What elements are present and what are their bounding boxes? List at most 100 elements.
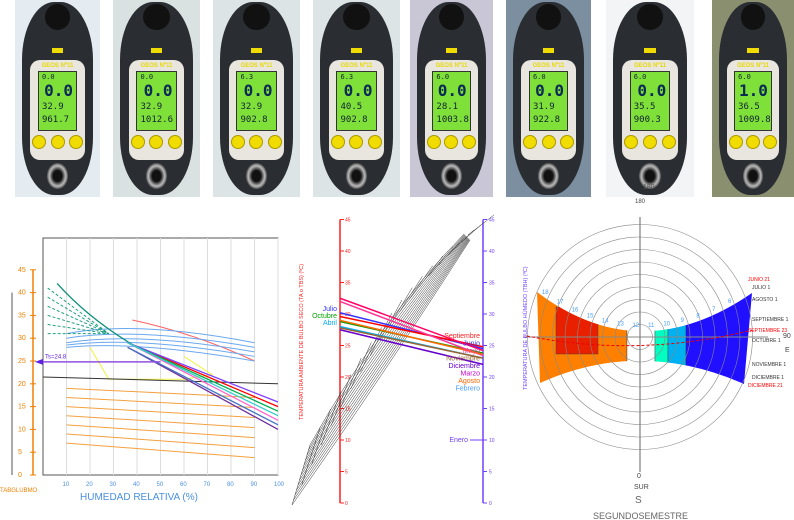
left-tick-label: 45 [345,218,351,224]
indicator [150,48,163,53]
lcd-top: 0.0 [140,73,154,81]
indicator [542,48,555,53]
device-face: GEOS Nº11 6.0 0.0 35.5 900.3 [621,60,679,160]
lcd-temp: 40.5 [340,102,363,112]
y-axis-label: TABGLUBMO [0,488,38,494]
light-button[interactable] [642,135,657,149]
impeller-icon [243,4,270,30]
lcd-temp: 32.9 [240,102,263,112]
device-face: GEOS Nº11 6.0 1.0 36.5 1009.8 [726,60,780,160]
date-label: AGOSTO 1 [752,297,778,303]
select-button[interactable] [368,135,382,149]
hour-label: 13 [617,322,624,328]
light-button[interactable] [349,135,364,149]
anemometer-device: GEOS Nº11 6.0 1.0 36.5 1009.8 [718,2,788,195]
indicator [747,48,759,53]
select-button[interactable] [559,135,574,149]
select-button[interactable] [661,135,676,149]
sur-label: SUR [634,484,649,491]
y-tick-label: 40 [18,290,26,297]
mesh-curve [309,233,465,446]
light-button[interactable] [444,135,459,149]
hour-label: 10 [663,321,670,327]
lcd-temp: 32.9 [140,102,163,112]
left-tick-label: 40 [345,249,351,255]
azimuth-label: 180 [635,199,646,205]
lcd-main: 0.0 [343,81,373,100]
y-tick-label: 30 [18,335,26,342]
date-label: SEPTIEMBRE 1 [752,317,789,323]
green-curve [56,283,138,348]
right-month-label: Junio [463,341,480,348]
mode-button[interactable] [330,135,345,149]
left-month-label: Julio [323,306,338,313]
mode-button[interactable] [230,135,245,149]
month-line-m1 [127,342,279,408]
x-tick-label: 60 [180,482,187,488]
indicator [445,48,458,53]
light-button[interactable] [745,135,760,149]
x-tick-label: 10 [63,482,70,488]
y-tick-label: 0 [18,472,22,479]
s-label: S [635,495,642,506]
brand-label: GEOS Nº11 [41,63,74,69]
hour-label: 16 [572,307,579,313]
light-button[interactable] [50,135,65,149]
mode-button[interactable] [728,135,743,149]
light-button[interactable] [249,135,264,149]
brand-label: GEOS Nº11 [140,63,173,69]
hour-label: 7 [712,307,716,313]
brand-label: GEOS Nº11 [240,63,273,69]
device-photo: GEOS Nº11 0.0 0.0 32.9 1012.6 [113,0,200,197]
lcd-display: 6.0 0.0 35.5 900.3 [629,71,671,131]
mode-button[interactable] [130,135,145,149]
lcd-main: 0.0 [44,81,74,100]
right-tick-label: 45 [489,218,495,224]
left-month-label: Abril [323,320,337,327]
lcd-main: 0.0 [535,81,565,100]
orange-isoline [66,406,255,419]
right-month-label: Enero [449,437,468,444]
mode-button[interactable] [523,135,538,149]
select-button[interactable] [168,135,182,149]
date-label: SEPTIEMBRE 23 [748,328,787,334]
zone-cold [667,292,687,384]
lcd-pressure: 922.8 [532,115,561,125]
light-button[interactable] [541,135,556,149]
x-tick-label: 30 [110,482,117,488]
lcd-pressure: 902.8 [240,115,268,125]
x-tick-label: 40 [133,482,140,488]
arrow-icon [35,358,43,365]
light-button[interactable] [149,135,164,149]
mesh-line [467,214,495,236]
select-button[interactable] [268,135,282,149]
mesh-line [340,358,362,408]
mesh-curve [293,239,470,501]
right-month-label: Mayo [463,348,480,355]
lcd-top: 6.3 [340,73,354,81]
comfort-curve [66,341,255,357]
select-button[interactable] [763,135,778,149]
indicator [644,48,656,53]
right-axis-label: TEMPERATURA DE BULBO HÚMEDO (TBH) (ºC) [522,266,529,390]
anemometer-device: GEOS Nº11 6.3 0.0 32.9 902.8 [219,2,294,195]
month-line-mayo [339,300,484,357]
lcd-top: 0.0 [41,73,55,81]
left-tick-label: 15 [345,407,351,413]
sensor-knob [537,163,560,189]
lcd-top: 6.0 [436,73,450,81]
hour-label: 15 [587,314,594,320]
select-button[interactable] [462,135,477,149]
month-line-m7 [127,346,279,426]
orange-isoline [66,442,255,459]
anemometer-device: GEOS Nº11 0.0 0.0 32.9 1012.6 [119,2,194,195]
mode-button[interactable] [426,135,441,149]
mode-button[interactable] [624,135,639,149]
select-button[interactable] [68,135,83,149]
date-label: NOVIEMBRE 1 [752,362,786,368]
lcd-display: 6.3 0.0 32.9 902.8 [236,71,277,131]
impeller-icon [740,4,766,30]
right-tick-label: 20 [489,375,495,381]
lcd-main: 0.0 [243,81,273,100]
mode-button[interactable] [32,135,47,149]
